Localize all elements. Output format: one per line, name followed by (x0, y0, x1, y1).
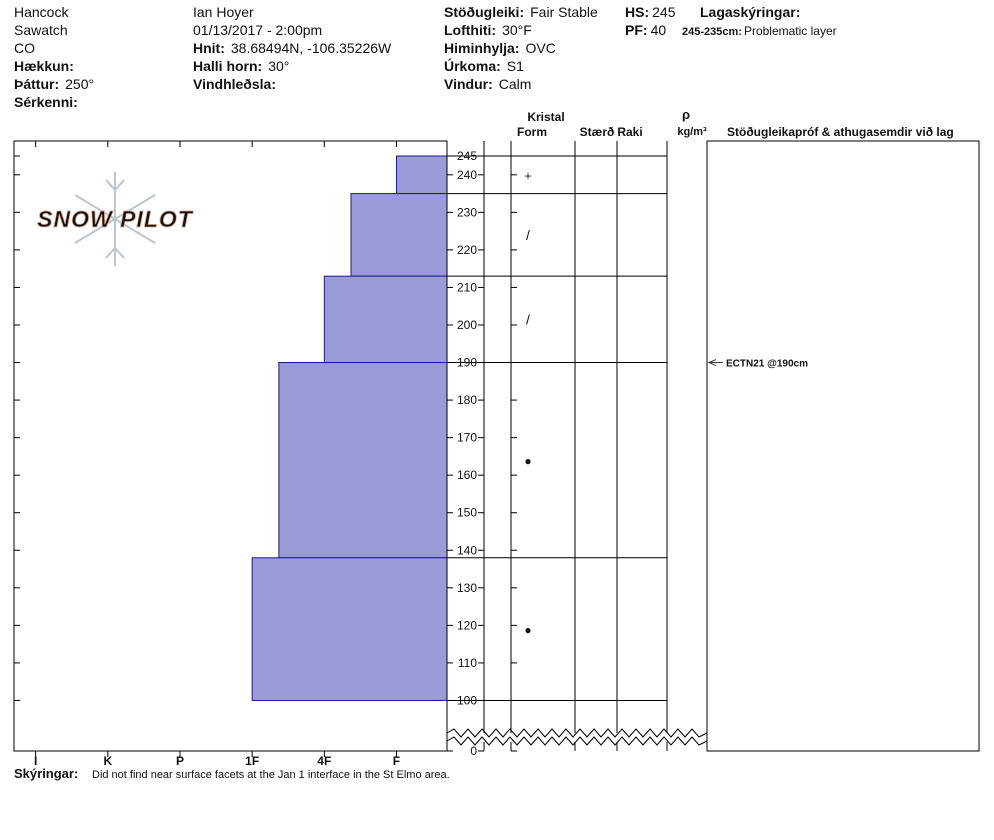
condition: Stöðugleiki: Fair Stable (444, 4, 598, 20)
y-tick-label: 245 (457, 149, 477, 163)
depth: PF: 40 (625, 22, 666, 38)
features-label: Sérkenni: (14, 94, 78, 110)
layer-note-range: 245-235cm: (682, 26, 742, 38)
x-tick-label: 1F (245, 754, 259, 768)
hardness-bar (278, 362, 448, 559)
x-tick-label: 4F (317, 754, 331, 768)
y-tick-label: 120 (457, 618, 477, 632)
depth-value: 40 (651, 22, 667, 38)
density-symbol: ρ (682, 107, 690, 122)
test-label: ECTN21 @190cm (726, 359, 808, 370)
form-header: Form (517, 125, 547, 139)
grain-form: / (526, 311, 530, 327)
y-tick-label: 150 (457, 506, 477, 520)
grain-form: ● (524, 454, 531, 468)
depth: HS: 245 (625, 4, 676, 20)
layer-notes-title: Lagaskýringar: (700, 4, 800, 20)
layer-note: 245-235cm: Problematic layer (682, 24, 837, 38)
axis-break (448, 733, 706, 742)
break-line (446, 736, 708, 746)
y-tick-label: 240 (457, 168, 477, 182)
logo (74, 172, 156, 266)
condition-label: Úrkoma: (444, 57, 501, 74)
slope-value: 30° (268, 58, 289, 74)
layer-notes: 245-235cm: Problematic layer (682, 24, 837, 38)
break-line (446, 728, 708, 738)
y-tick-label: 0 (470, 744, 477, 758)
y-tick-label: 110 (458, 656, 477, 670)
condition-label: Vindur: (444, 76, 493, 92)
tests-header: Stöðugleikapróf & athugasemdir við lag (727, 125, 954, 139)
y-tick-label: 210 (457, 280, 477, 294)
site-name: Hancock (14, 4, 69, 20)
y-tick-label: 190 (457, 356, 477, 370)
moisture-header: Raki (617, 125, 642, 139)
site-range: Sawatch (14, 22, 68, 38)
layer-note-text: Problematic layer (744, 24, 837, 38)
elevation-label: Hækkun: (14, 58, 74, 74)
y-tick-label: 130 (457, 581, 477, 595)
slope: Halli horn: 30° (193, 58, 289, 74)
condition-value: Fair Stable (530, 4, 598, 20)
y-tick-label: 100 (457, 693, 477, 707)
y-tick-label: 200 (457, 318, 477, 332)
condition-value: S1 (507, 58, 524, 74)
condition-label: Stöðugleiki: (444, 4, 524, 20)
condition-value: 30°F (502, 22, 532, 38)
grain-form: + (524, 169, 531, 183)
condition-label: Himinhylja: (444, 40, 519, 56)
depth-label: PF: (625, 22, 648, 38)
density-unit: kg/m³ (677, 126, 707, 138)
condition-value: OVC (525, 40, 555, 56)
x-tick-label: F (393, 754, 400, 768)
condition: Himinhylja: OVC (444, 40, 556, 56)
condition: Lofthiti: 30°F (444, 22, 532, 38)
aspect: Þáttur: 250° (14, 76, 94, 92)
aspect-value: 250° (65, 76, 94, 92)
size-header: Stærð (580, 125, 615, 139)
coords-label: Hnit: (193, 40, 225, 56)
test-arrowhead (707, 359, 717, 366)
slope-label: Halli horn: (193, 58, 262, 74)
hardness-bar (350, 193, 448, 277)
tests-frame (706, 140, 980, 752)
hardness-frame (13, 140, 448, 752)
aspect-label: Þáttur: (14, 76, 59, 92)
crystal-header: Kristal (527, 110, 564, 124)
hardness-bar (251, 557, 448, 701)
condition-value: Calm (499, 76, 532, 92)
depth-label: HS: (625, 4, 649, 20)
y-tick-label: 180 (457, 393, 477, 407)
grain-form: ● (524, 623, 531, 637)
conditions: Stöðugleiki: Fair Stable Lofthiti: 30°F Himi… (444, 4, 676, 92)
hardness-bar (323, 275, 448, 364)
y-tick-label: 230 (457, 205, 477, 219)
condition: Vindur: Calm (444, 76, 531, 92)
condition-label: Lofthiti: (444, 22, 496, 38)
condition: Úrkoma: S1 (444, 57, 524, 74)
wind-loading-label: Vindhleðsla: (193, 76, 276, 92)
site-state: CO (14, 40, 35, 56)
y-tick-label: 160 (457, 468, 477, 482)
coords-value: 38.68494N, -106.35226W (231, 40, 392, 56)
plot: + / / ● ● 100 110 120 130 140 150 160 170 180 190 200 21… (14, 141, 808, 768)
comments-label: Skýringar: (14, 766, 78, 781)
coords: Hnit: 38.68494N, -106.35226W (193, 40, 392, 56)
observer: Ian Hoyer (193, 4, 254, 20)
comments-text: Did not find near surface facets at the … (92, 769, 450, 781)
hardness-bar (395, 155, 448, 195)
x-tick-label: K (103, 754, 112, 768)
grain-form: / (526, 227, 530, 243)
datetime: 01/13/2017 - 2:00pm (193, 22, 322, 38)
x-tick-label: P (176, 754, 184, 768)
y-tick-label: 220 (457, 243, 477, 257)
depth-value: 245 (652, 4, 676, 20)
y-tick-label: 140 (457, 543, 477, 557)
x-tick-label: I (34, 754, 37, 768)
y-tick-label: 170 (457, 431, 477, 445)
logo-text: SNOW PILOT (37, 206, 194, 232)
